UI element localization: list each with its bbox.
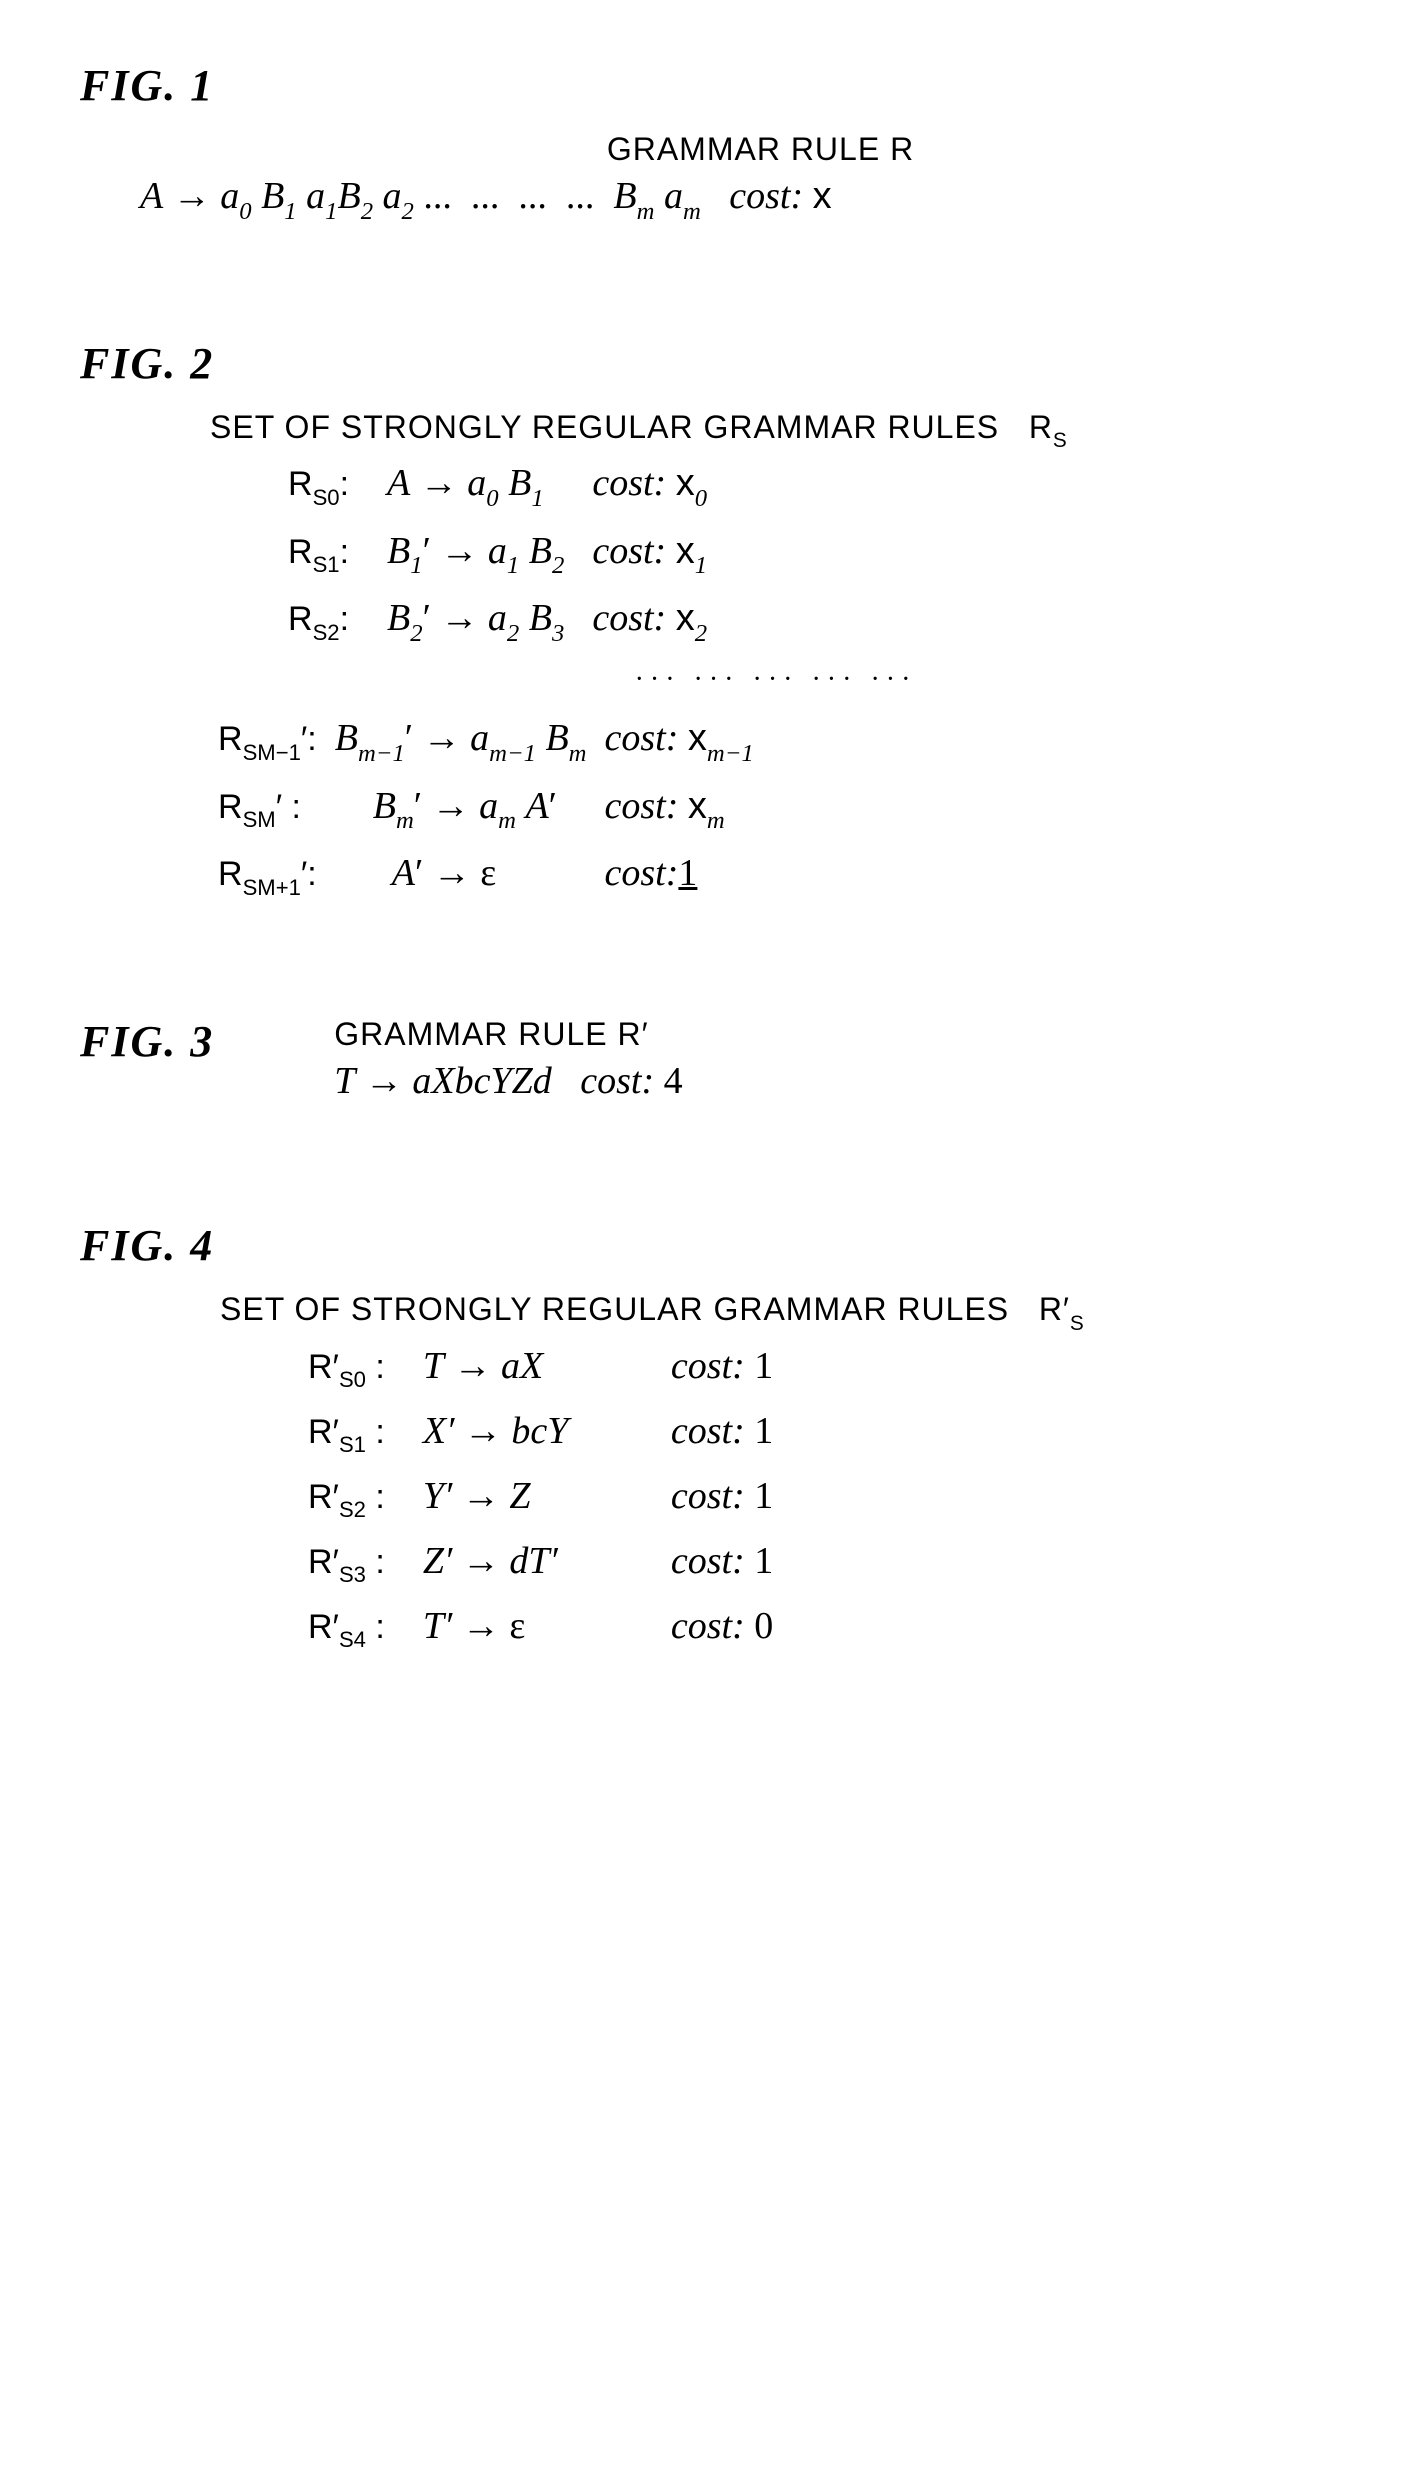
figure-2: FIG. 2 SET OF STRONGLY REGULAR GRAMMAR R… bbox=[80, 338, 1321, 907]
fig1-label: FIG. 1 bbox=[80, 60, 1321, 111]
rule-body: Bm−1′ → am−1 Bm bbox=[325, 706, 595, 774]
fig1-rule: A → a0 B1 a1B2 a2 ... ... ... ... Bm am … bbox=[80, 168, 1321, 228]
fig4-label: FIG. 4 bbox=[80, 1220, 1321, 1271]
rule-body: Y′ → Z bbox=[393, 1464, 631, 1529]
rule-label: RSM+1′: bbox=[210, 841, 325, 906]
rule-cost: cost: 1 bbox=[631, 1529, 781, 1594]
rule-body: T → aX bbox=[393, 1334, 631, 1399]
rule-label: R′S4 : bbox=[300, 1594, 393, 1659]
rule-row: RSM′ : Bm′ → am A′ cost: xm bbox=[210, 774, 762, 842]
fig3-header: GRAMMAR RULE R′ bbox=[334, 1016, 1321, 1053]
rule-label: R′S0 : bbox=[300, 1334, 393, 1399]
rule-body: Bm′ → am A′ bbox=[325, 774, 595, 842]
rule-body: T′ → ε bbox=[393, 1594, 631, 1659]
rule-row: R′S0 : T → aX cost: 1 bbox=[300, 1334, 781, 1399]
rule-body: Z′ → dT′ bbox=[393, 1529, 631, 1594]
figure-4: FIG. 4 SET OF STRONGLY REGULAR GRAMMAR R… bbox=[80, 1220, 1321, 1658]
rule-row: RSM+1′: A′ → ε cost:1 bbox=[210, 841, 762, 906]
rule-row: RS2: B2′ → a2 B3 cost: x2 bbox=[280, 586, 715, 654]
rule-label: R′S3 : bbox=[300, 1529, 393, 1594]
rule-body: A → a0 B1 bbox=[357, 451, 572, 519]
rule-row: R′S2 : Y′ → Z cost: 1 bbox=[300, 1464, 781, 1529]
fig1-header: GRAMMAR RULE R bbox=[200, 131, 1321, 168]
rule-row: R′S4 : T′ → ε cost: 0 bbox=[300, 1594, 781, 1659]
fig2-rule-table-top: RS0: A → a0 B1 cost: x0 RS1: B1′ → a1 B2… bbox=[280, 451, 715, 654]
rule-label: RS1: bbox=[280, 519, 357, 587]
rule-body: A′ → ε bbox=[325, 841, 595, 906]
rule-cost: cost: x2 bbox=[572, 586, 715, 654]
rule-label: RS0: bbox=[280, 451, 357, 519]
fig4-header: SET OF STRONGLY REGULAR GRAMMAR RULES R′… bbox=[80, 1291, 1321, 1333]
rule-cost: cost: 0 bbox=[631, 1594, 781, 1659]
rule-cost: cost:1 bbox=[595, 841, 762, 906]
rule-label: RS2: bbox=[280, 586, 357, 654]
fig2-rule-table-bottom: RSM−1′: Bm−1′ → am−1 Bm cost: xm−1 RSM′ … bbox=[210, 706, 762, 906]
fig2-dots: ··· ··· ··· ··· ··· bbox=[230, 654, 1321, 706]
fig3-rule: T → aXbcYZd cost: 4 bbox=[334, 1053, 1321, 1110]
fig2-label: FIG. 2 bbox=[80, 338, 1321, 389]
fig3-label: FIG. 3 bbox=[80, 1016, 214, 1067]
fig2-header: SET OF STRONGLY REGULAR GRAMMAR RULES RS bbox=[80, 409, 1321, 451]
rule-cost: cost: xm−1 bbox=[595, 706, 762, 774]
rule-label: RSM′ : bbox=[210, 774, 325, 842]
rule-cost: cost: x1 bbox=[572, 519, 715, 587]
rule-cost: cost: 1 bbox=[631, 1399, 781, 1464]
rule-body: X′ → bcY bbox=[393, 1399, 631, 1464]
rule-row: R′S3 : Z′ → dT′ cost: 1 bbox=[300, 1529, 781, 1594]
figure-1: FIG. 1 GRAMMAR RULE R A → a0 B1 a1B2 a2 … bbox=[80, 60, 1321, 228]
rule-row: R′S1 : X′ → bcY cost: 1 bbox=[300, 1399, 781, 1464]
rule-body: B2′ → a2 B3 bbox=[357, 586, 572, 654]
rule-cost: cost: xm bbox=[595, 774, 762, 842]
rule-cost: cost: 1 bbox=[631, 1334, 781, 1399]
figure-3: FIG. 3 GRAMMAR RULE R′ T → aXbcYZd cost:… bbox=[80, 1016, 1321, 1110]
rule-label: R′S1 : bbox=[300, 1399, 393, 1464]
rule-label: RSM−1′: bbox=[210, 706, 325, 774]
rule-cost: cost: x0 bbox=[572, 451, 715, 519]
rule-body: B1′ → a1 B2 bbox=[357, 519, 572, 587]
rule-row: RS0: A → a0 B1 cost: x0 bbox=[280, 451, 715, 519]
rule-row: RS1: B1′ → a1 B2 cost: x1 bbox=[280, 519, 715, 587]
rule-label: R′S2 : bbox=[300, 1464, 393, 1529]
rule-cost: cost: 1 bbox=[631, 1464, 781, 1529]
rule-row: RSM−1′: Bm−1′ → am−1 Bm cost: xm−1 bbox=[210, 706, 762, 774]
fig4-rule-table: R′S0 : T → aX cost: 1 R′S1 : X′ → bcY co… bbox=[300, 1334, 781, 1659]
